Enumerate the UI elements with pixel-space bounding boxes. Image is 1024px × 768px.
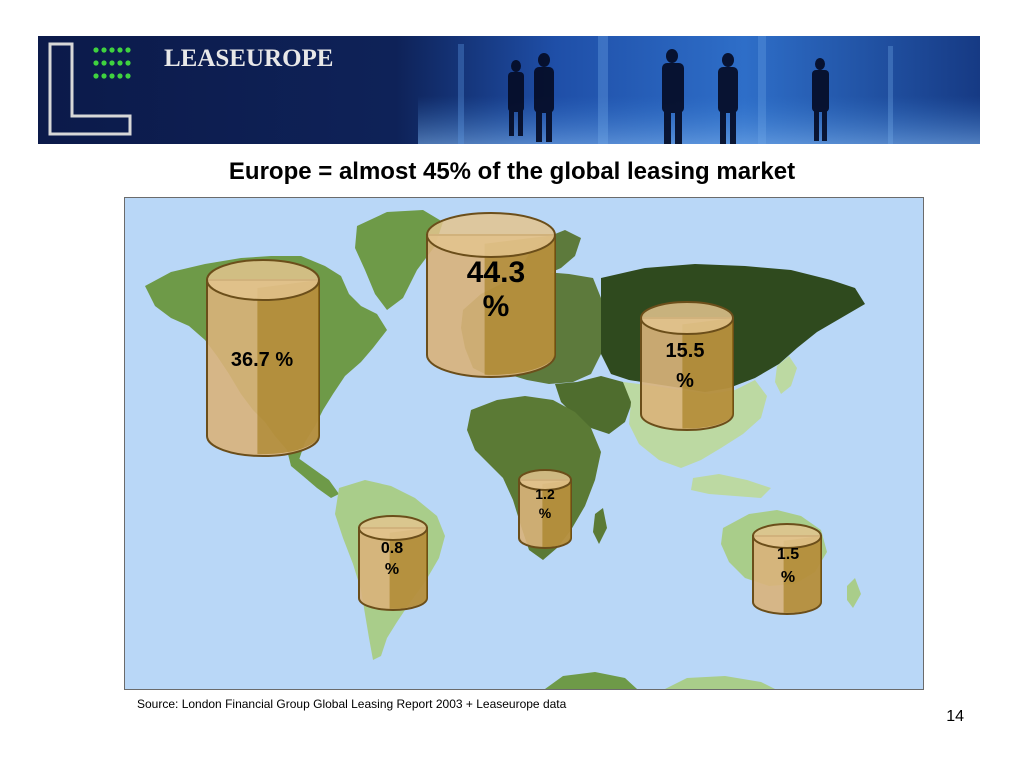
cylinder-label-north-america: 36.7 % xyxy=(230,349,294,371)
cylinder-europe xyxy=(426,212,556,378)
banner-graphic: LEASEUROPE xyxy=(38,36,980,144)
cylinder-africa xyxy=(518,469,572,549)
region-greenland xyxy=(355,210,443,310)
cylinder-asia xyxy=(640,301,734,431)
cylinder-label-europe: 44.3% xyxy=(466,256,526,323)
cylinder-label-south-america: 0.8% xyxy=(380,540,404,578)
slide-title: Europe = almost 45% of the global leasin… xyxy=(228,158,796,185)
brand-name: LEASEUROPE xyxy=(164,45,333,72)
region-japan xyxy=(775,356,797,394)
region-antarctica-east xyxy=(665,676,775,689)
cylinder-south-america xyxy=(358,515,428,611)
cylinder-label-oceania: 1.5% xyxy=(776,546,800,586)
leaseurope-logo-icon xyxy=(48,42,132,136)
region-middle-east xyxy=(555,376,633,434)
source-note: Source: London Financial Group Global Le… xyxy=(137,697,567,711)
region-central-america xyxy=(287,450,339,498)
people-silhouettes xyxy=(508,49,829,144)
page-number: 14 xyxy=(946,708,964,725)
cylinder-oceania xyxy=(752,523,822,615)
region-antarctica xyxy=(545,672,637,689)
world-map xyxy=(124,197,924,690)
cylinder-label-africa: 1.2% xyxy=(535,486,555,521)
region-indonesia xyxy=(691,474,771,498)
region-madagascar xyxy=(593,508,607,544)
cylinder-north-america xyxy=(206,259,320,457)
header-banner: LEASEUROPE xyxy=(38,36,980,144)
market-share-cylinders xyxy=(206,212,822,615)
region-new-zealand xyxy=(847,578,861,608)
cylinder-label-asia: 15.5% xyxy=(665,340,705,392)
